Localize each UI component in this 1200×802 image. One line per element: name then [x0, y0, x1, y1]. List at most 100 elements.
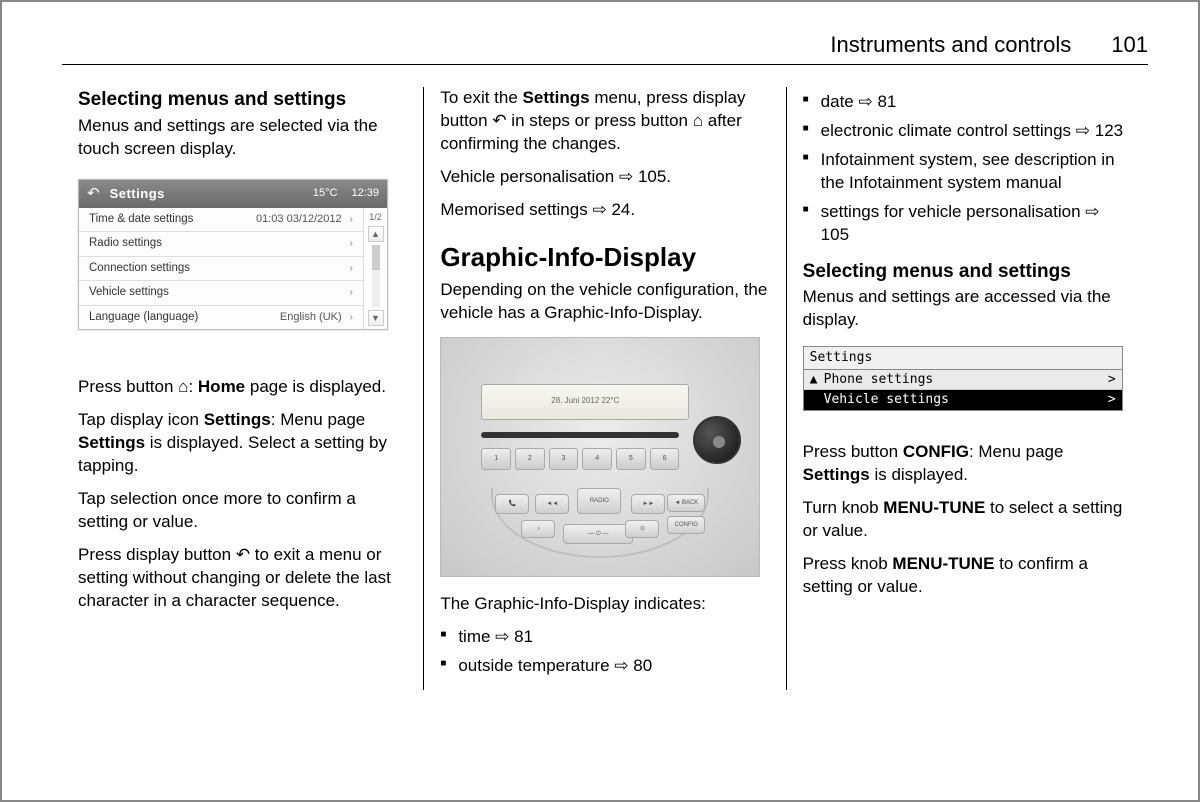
chevron-right-icon: › [350, 237, 353, 251]
chevron-right-icon: › [350, 213, 353, 227]
chevron-right-icon: › [350, 286, 353, 300]
paragraph-turn-knob: Turn knob MENU-TUNE to select a setting … [803, 497, 1132, 543]
radio-button-back: ◄ BACK [667, 494, 705, 512]
gid-row-label: Vehicle settings [824, 391, 1108, 409]
bold-settings: Settings [204, 410, 271, 429]
text: date [821, 92, 859, 111]
bold-menu-tune: MENU-TUNE [883, 498, 985, 517]
figure-settings-touchscreen: ↶ Settings 15°C 12:39 Time & date settin… [78, 179, 388, 331]
ref-number: 123 [1095, 121, 1123, 140]
settings-scrollbar: 1/2 ▲ ▼ [363, 208, 387, 330]
text: Tap display icon [78, 410, 204, 429]
scroll-up-icon: ▲ [368, 226, 384, 242]
settings-titlebar: ↶ Settings 15°C 12:39 [79, 180, 387, 208]
paragraph-tap-settings: Tap display icon Settings: Menu page Set… [78, 409, 407, 478]
scroll-thumb [372, 245, 380, 270]
settings-row: Connection settings › [79, 257, 363, 282]
bold-settings: Settings [523, 88, 590, 107]
chevron-right-icon: › [350, 311, 353, 325]
scroll-down-icon: ▼ [368, 310, 384, 326]
figure-gid-settings: Settings ▲ Phone settings > Vehicle sett… [803, 346, 1123, 411]
radio-knob [693, 416, 741, 464]
settings-row: Radio settings › [79, 232, 363, 257]
paragraph-intro: Menus and settings are selected via the … [78, 115, 407, 161]
text: Press display button [78, 545, 236, 564]
column-3: date ⇨ 81 electronic climate control set… [786, 87, 1148, 690]
radio-button: ⊙ [625, 520, 659, 538]
ref-number: 80 [633, 656, 652, 675]
radio-lcd: 28. Juni 2012 22°C [481, 384, 689, 420]
gid-row: ▲ Phone settings > [804, 370, 1122, 391]
text: settings for vehicle personalisation [821, 202, 1086, 221]
text: page is displayed. [245, 377, 386, 396]
chevron-right-icon: › [350, 262, 353, 276]
bold-menu-tune: MENU-TUNE [892, 554, 994, 573]
text: time [458, 627, 495, 646]
preset-button: 6 [650, 448, 680, 470]
gid-row-selected: Vehicle settings > [804, 390, 1122, 410]
column-2: To exit the Settings menu, press display… [423, 87, 785, 690]
radio-lower-controls: 📞 ◄◄ RADIO ►► ◄ BACK CONFIG ♪ — ⏻ — ⊙ [491, 488, 709, 558]
reference-icon: ⇨ [858, 91, 872, 114]
settings-row: Language (language) English (UK) › [79, 306, 363, 330]
radio-preset-row: 1 2 3 4 5 6 [481, 448, 679, 470]
radio-button-config: CONFIG [667, 516, 705, 534]
settings-row-label: Vehicle settings [89, 285, 342, 301]
bullet-list: date ⇨ 81 electronic climate control set… [803, 91, 1132, 247]
settings-row-value: English (UK) [280, 310, 342, 325]
text: : [188, 377, 197, 396]
scroll-track [372, 245, 380, 307]
text: Press button [78, 377, 178, 396]
text: Vehicle personalisation [440, 167, 619, 186]
radio-button-radio: RADIO [577, 488, 621, 514]
home-icon: ⌂ [693, 110, 703, 133]
radio-button: 📞 [495, 494, 529, 514]
ref-number: 105. [638, 167, 671, 186]
bold-settings: Settings [803, 465, 870, 484]
gid-header: Settings [804, 347, 1122, 370]
reference-icon: ⇨ [619, 166, 633, 189]
paragraph-gid-intro: Depending on the vehicle configuration, … [440, 279, 769, 325]
text: is displayed. [870, 465, 968, 484]
paragraph-press-knob: Press knob MENU-TUNE to confirm a settin… [803, 553, 1132, 599]
radio-button: — ⏻ — [563, 524, 633, 544]
header-page-number: 101 [1111, 32, 1148, 58]
paragraph-home: Press button ⌂: Home page is displayed. [78, 376, 407, 399]
column-1: Selecting menus and settings Menus and s… [62, 87, 423, 690]
ref-number: 24. [611, 200, 635, 219]
radio-button: ◄◄ [535, 494, 569, 514]
settings-rows: Time & date settings 01:03 03/12/2012 › … [79, 208, 363, 330]
paragraph-config: Press button CONFIG: Menu page Settings … [803, 441, 1132, 487]
preset-button: 1 [481, 448, 511, 470]
settings-row: Vehicle settings › [79, 281, 363, 306]
columns: Selecting menus and settings Menus and s… [62, 87, 1148, 690]
text: : Menu page [271, 410, 366, 429]
text: To exit the [440, 88, 522, 107]
text: outside temperature [458, 656, 614, 675]
home-icon: ⌂ [178, 376, 188, 399]
paragraph-access: Menus and settings are accessed via the … [803, 286, 1132, 332]
list-item-date: date ⇨ 81 [803, 91, 1132, 114]
settings-body: Time & date settings 01:03 03/12/2012 › … [79, 208, 387, 330]
back-icon: ↶ [236, 544, 250, 567]
paragraph-exit-menu: Press display button ↶ to exit a menu or… [78, 544, 407, 613]
chevron-right-icon: > [1108, 371, 1116, 389]
preset-button: 5 [616, 448, 646, 470]
up-arrow-icon: ▲ [810, 371, 824, 389]
chevron-right-icon: > [1108, 391, 1116, 409]
list-item-infotainment: Infotainment system, see description in … [803, 149, 1132, 195]
bold-config: CONFIG [903, 442, 969, 461]
back-icon: ↶ [492, 110, 506, 133]
manual-page: Instruments and controls 101 Selecting m… [0, 0, 1200, 802]
settings-title: Settings [110, 185, 313, 203]
preset-button: 2 [515, 448, 545, 470]
page-header: Instruments and controls 101 [62, 32, 1148, 65]
ref-number: 81 [514, 627, 533, 646]
list-item-time: time ⇨ 81 [440, 626, 769, 649]
settings-temperature: 15°C [313, 186, 338, 201]
paragraph-exit-settings: To exit the Settings menu, press display… [440, 87, 769, 156]
settings-row-value: 01:03 03/12/2012 [256, 212, 342, 227]
settings-row-label: Connection settings [89, 261, 342, 277]
text: Memorised settings [440, 200, 592, 219]
settings-time: 12:39 [351, 186, 379, 201]
